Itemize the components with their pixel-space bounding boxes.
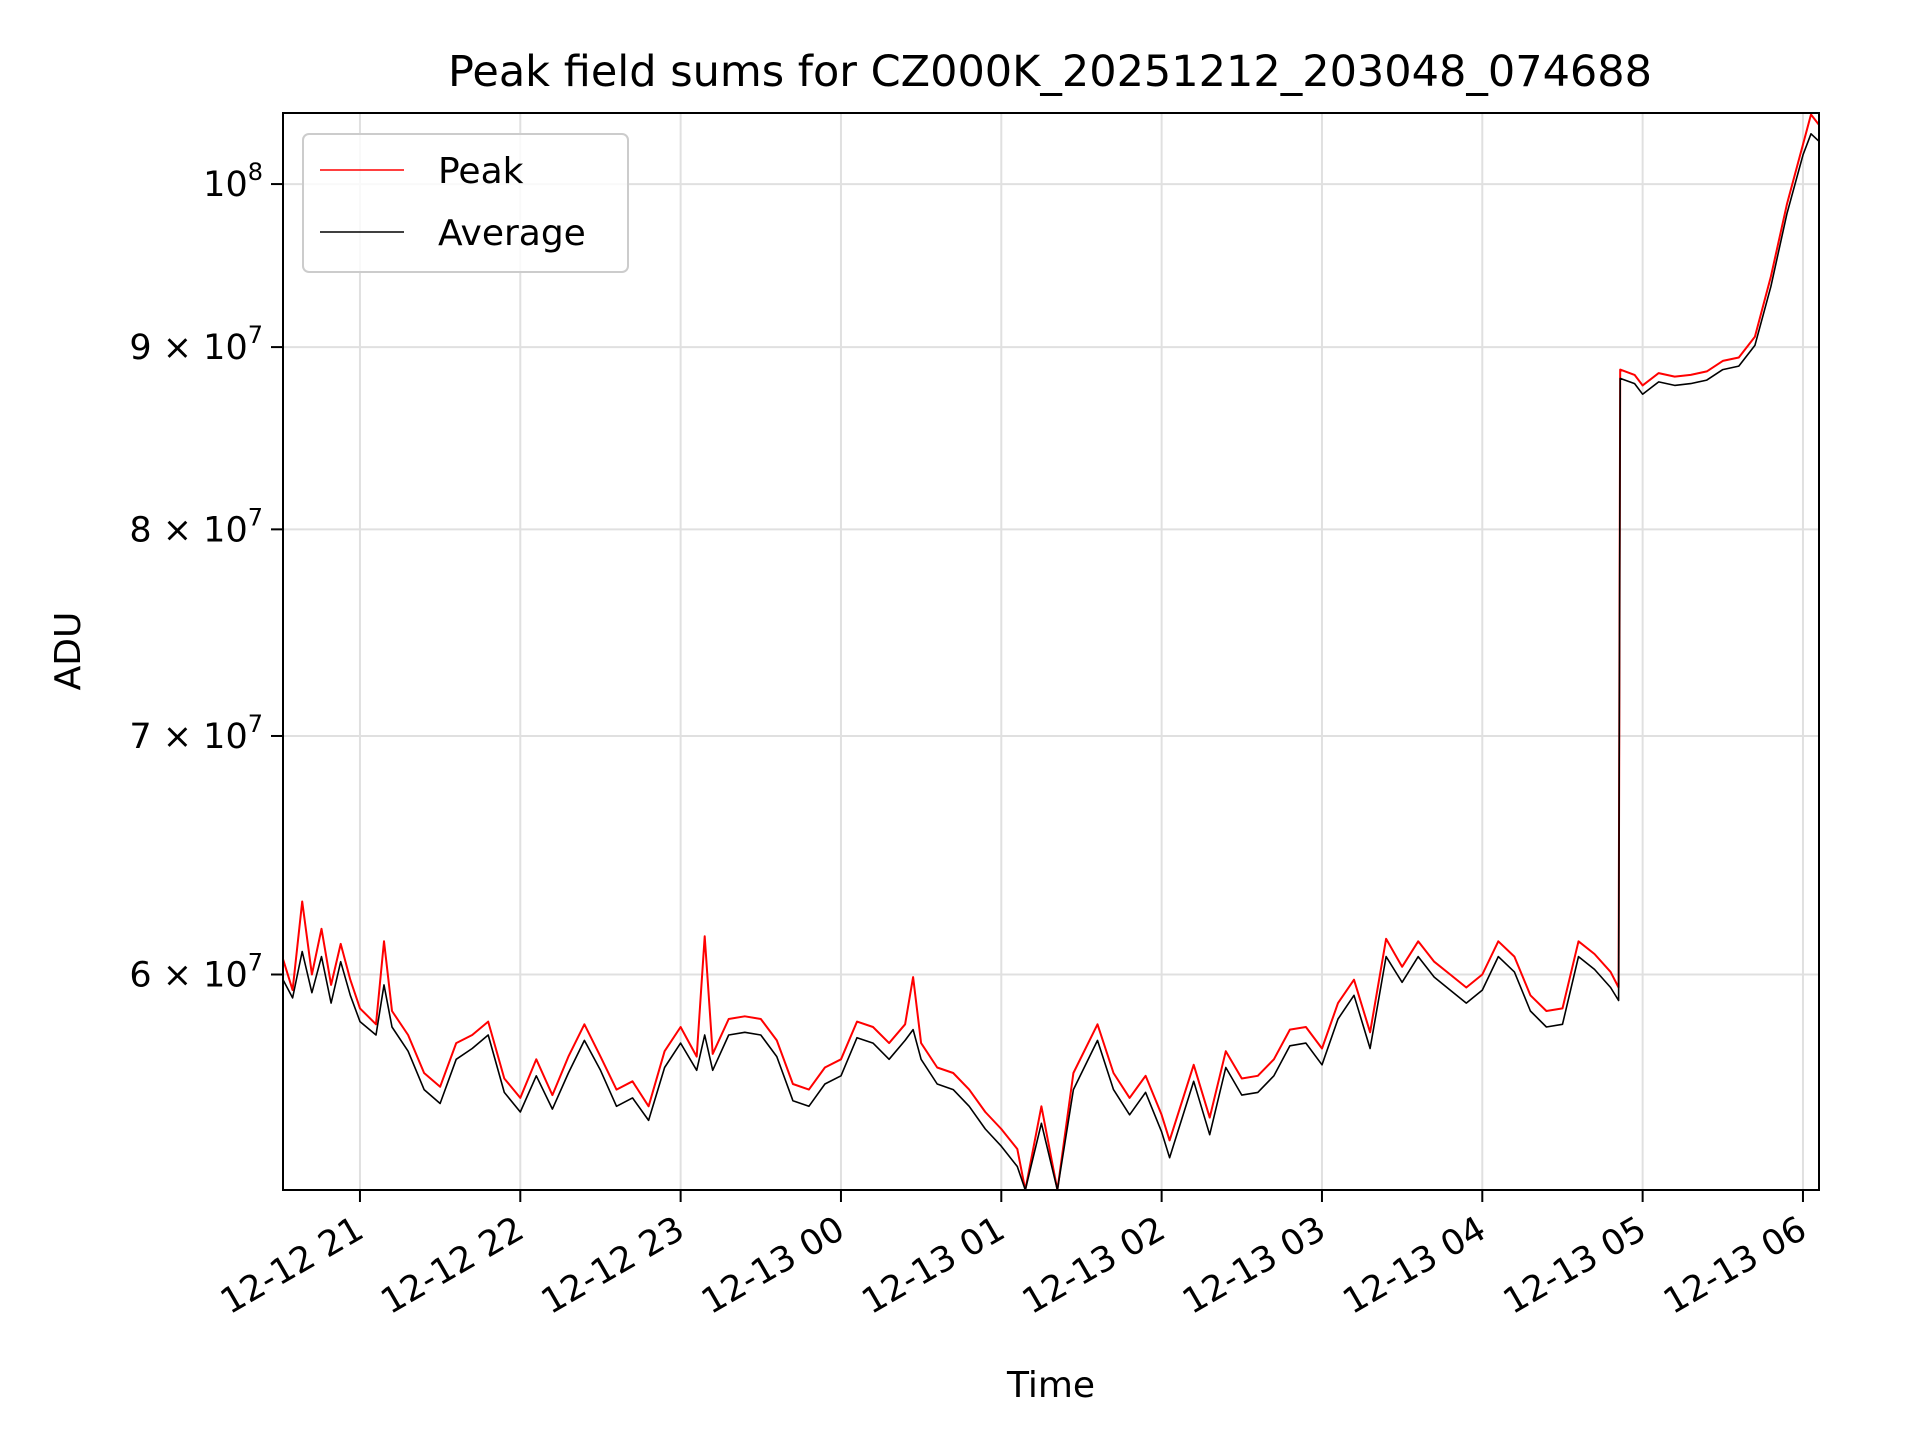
y-tick-label: 9 × 107 <box>129 321 263 368</box>
series-line-average <box>283 133 1819 1190</box>
chart-title: Peak field sums for CZ000K_20251212_2030… <box>448 47 1652 97</box>
x-axis-title: Time <box>1006 1365 1095 1406</box>
y-tick-label: 108 <box>203 158 263 205</box>
plot-frame <box>282 112 1820 1191</box>
legend-label-peak: Peak <box>438 151 524 192</box>
y-axis: 6 × 107 7 × 107 8 × 107 9 × 107 108 <box>129 158 283 996</box>
series-line-peak <box>283 113 1819 1190</box>
y-tick-label: 7 × 107 <box>129 710 263 757</box>
legend-frame <box>302 133 629 273</box>
legend: Peak Average <box>302 133 629 273</box>
y-axis-title: ADU <box>48 612 89 691</box>
legend-label-average: Average <box>438 213 586 254</box>
series-group <box>283 113 1819 1190</box>
y-tick-label: 8 × 107 <box>129 503 263 550</box>
grid <box>283 113 1819 1190</box>
y-tick-label: 6 × 107 <box>129 949 263 996</box>
